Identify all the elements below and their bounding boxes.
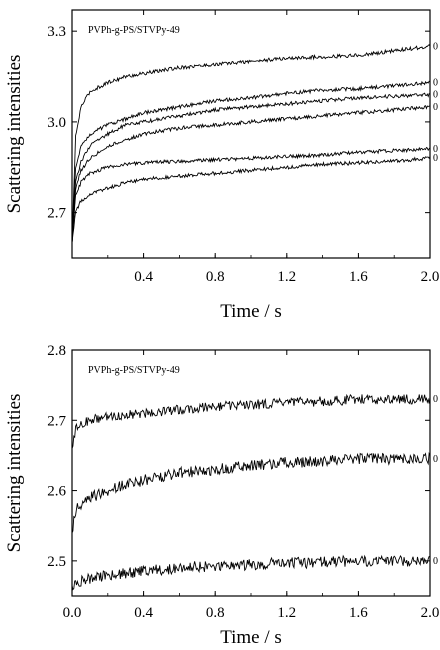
plot-frame xyxy=(71,9,431,259)
x-tick-label: 1.2 xyxy=(277,269,296,285)
y-tick-label: 3.3 xyxy=(47,24,66,40)
x-tick-label: 0.8 xyxy=(206,605,225,621)
series-end-label: 0 xyxy=(433,454,438,465)
x-tick-label: 1.6 xyxy=(349,269,368,285)
y-tick-label: 2.6 xyxy=(47,484,66,500)
x-tick-label: 0.0 xyxy=(63,605,82,621)
y-axis-label: Scattering intensities xyxy=(4,394,25,553)
series-line-1 xyxy=(71,44,431,243)
x-tick-label: 1.2 xyxy=(277,605,296,621)
y-tick-label: 2.8 xyxy=(47,343,66,359)
chart-annotation: PVPh-g-PS/STVPy-49 xyxy=(88,25,180,36)
series-end-label: 0 xyxy=(433,394,438,405)
x-tick-label: 2.0 xyxy=(421,605,440,621)
x-tick-label: 0.4 xyxy=(134,605,153,621)
x-axis-label: Time / s xyxy=(220,301,282,322)
series-end-label: 0 xyxy=(433,144,438,155)
series-end-label: 0 xyxy=(433,556,438,567)
y-tick-label: 3.0 xyxy=(47,115,66,131)
x-tick-label: 1.6 xyxy=(349,605,368,621)
series-line-4 xyxy=(71,105,431,243)
y-axis-label: Scattering intensities xyxy=(4,55,25,214)
series-line-3 xyxy=(71,554,431,591)
series-line-5 xyxy=(71,146,431,243)
series-end-label: 0 xyxy=(433,41,438,52)
series-line-3 xyxy=(71,92,431,243)
chart-panel-2: 0.0 0.4 0.8 1.2 1.6 2.0 2.5 2.6 2.7 2.8 Time / s Sc… xyxy=(4,343,439,648)
y-tick-label: 2.5 xyxy=(47,554,66,570)
series-end-label: 0 xyxy=(433,153,438,164)
series-end-label: 0 xyxy=(433,90,438,101)
series-end-label: 0 xyxy=(433,102,438,113)
y-tick-label: 2.7 xyxy=(47,206,66,222)
series-line-2 xyxy=(71,80,431,243)
series-line-6 xyxy=(71,156,431,243)
chart-annotation: PVPh-g-PS/STVPy-49 xyxy=(88,365,180,376)
y-tick-label: 2.7 xyxy=(47,413,66,429)
x-tick-label: 2.0 xyxy=(421,269,440,285)
series-line-1 xyxy=(71,393,431,449)
series-end-label: 0 xyxy=(433,78,438,89)
x-tick-label: 0.8 xyxy=(206,269,225,285)
x-tick-label: 0.4 xyxy=(134,269,153,285)
chart-panel-1: 0.4 0.8 1.2 1.6 2.0 2.7 3.0 3.3 Time / s Scatteri… xyxy=(4,9,440,322)
x-axis-label: Time / s xyxy=(220,627,282,648)
series-line-2 xyxy=(71,451,431,533)
